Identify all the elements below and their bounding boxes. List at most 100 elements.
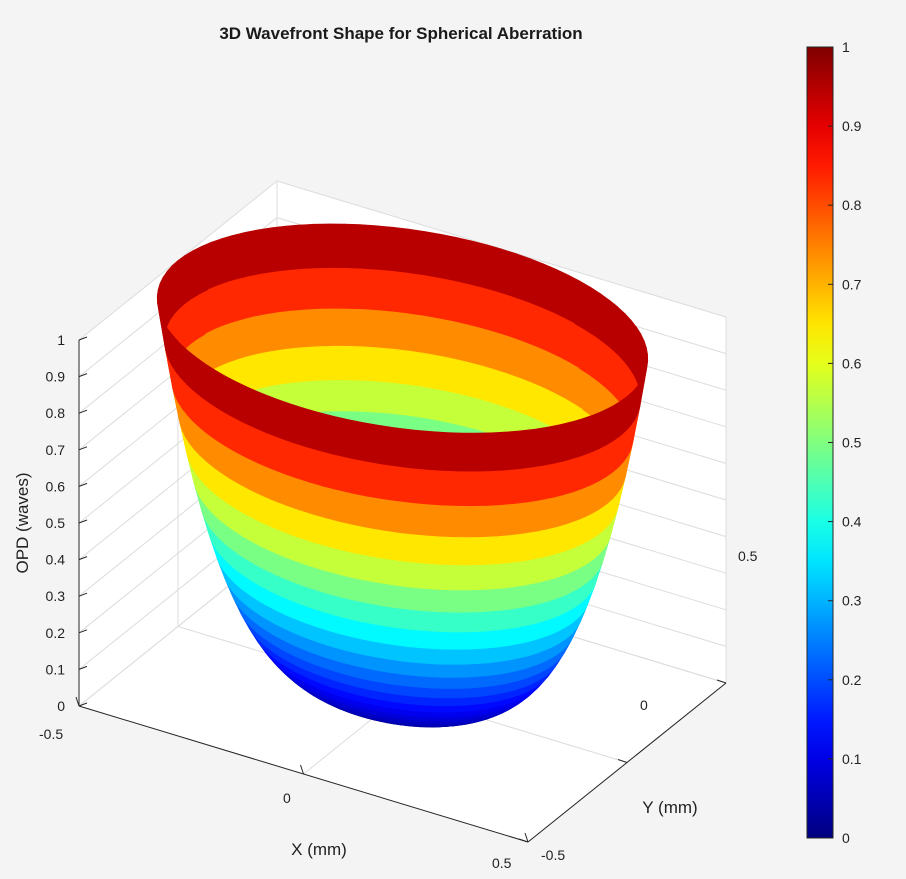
surface-patch <box>392 348 408 386</box>
surface-patch <box>374 656 388 673</box>
surface-patch <box>407 313 424 354</box>
surface-patch <box>464 564 482 591</box>
surface-patch <box>416 710 428 718</box>
z-tick-mark-2 <box>78 629 88 634</box>
z-ticks: 0 0.1 0.2 0.3 0.4 0.5 0.6 0.7 0.8 0.9 1 <box>46 332 88 714</box>
colorbar-tick-label-8: 0.8 <box>842 197 862 213</box>
surface-patch <box>332 308 350 347</box>
surface-patch <box>353 524 370 557</box>
surface-patch <box>423 610 438 632</box>
surface-patch <box>443 663 457 678</box>
surface-patch <box>440 504 458 538</box>
surface-patch <box>348 419 367 462</box>
surface-patch <box>359 621 375 642</box>
surface-patch <box>378 381 394 415</box>
surface-patch <box>349 345 366 382</box>
z-tick-mark-3 <box>78 592 88 597</box>
colorbar-tick-label-2: 0.2 <box>842 672 862 688</box>
surface-patch <box>444 648 460 665</box>
y-tick-mark-1 <box>617 759 628 763</box>
surface-patch <box>345 598 361 622</box>
surface-patch <box>406 384 422 419</box>
surface-patch <box>377 310 394 350</box>
surface-patch <box>384 605 399 629</box>
surface-patch <box>411 561 427 589</box>
surface-patch <box>397 585 412 610</box>
surface-patch <box>397 645 411 663</box>
surface-patch <box>339 521 356 554</box>
surface-patch <box>391 226 409 274</box>
surface-patch <box>450 589 466 613</box>
surface-patch <box>436 318 454 359</box>
surface-patch <box>327 546 345 576</box>
surface-patch <box>429 687 443 699</box>
surface-patch <box>343 575 359 602</box>
surface-patch <box>439 535 456 566</box>
surface-patch <box>396 427 414 469</box>
surface-patch <box>351 492 369 528</box>
surface-patch <box>437 277 455 322</box>
surface-patch <box>337 380 354 413</box>
surface-patch <box>387 683 400 696</box>
surface-patch <box>448 611 464 633</box>
surface-patch <box>383 558 399 586</box>
colorbar-tick-label-0: 0 <box>842 830 850 846</box>
surface-patch <box>435 611 451 633</box>
surface-patch <box>473 432 492 472</box>
surface-patch <box>361 638 376 658</box>
colorbar-tick-label-6: 0.6 <box>842 355 862 371</box>
surface-patch <box>409 661 423 677</box>
z-axis-label: OPD (waves) <box>13 472 32 573</box>
surface-patch <box>341 549 358 579</box>
surface-patch <box>466 284 485 329</box>
surface-patch <box>407 272 424 317</box>
surface-patch <box>371 603 386 627</box>
surface-patch <box>398 673 411 687</box>
y-tick-mark-2 <box>716 679 727 684</box>
surface-patch <box>408 686 421 698</box>
surface-patch <box>376 269 393 313</box>
surface-patch <box>381 498 398 533</box>
surface-patch <box>427 469 445 506</box>
surface-patch <box>469 505 487 538</box>
colorbar-tick-label-9: 0.9 <box>842 118 862 134</box>
x-tick-0.5: 0.5 <box>492 855 512 871</box>
surface-patch <box>458 432 477 472</box>
z-tick-mark-1 <box>78 665 88 670</box>
surface-patch <box>410 586 426 612</box>
surface-patch <box>437 589 453 613</box>
surface-patch <box>313 223 332 269</box>
surface-patch <box>462 361 480 400</box>
z-tick-mark-7 <box>78 446 88 451</box>
surface-patch <box>430 676 444 689</box>
surface-patch <box>421 352 438 390</box>
surface-patch <box>427 430 446 471</box>
surface-patch <box>425 534 442 565</box>
surface-patch <box>424 563 441 590</box>
surface-patch <box>421 647 436 665</box>
wavefront-surface <box>156 223 649 728</box>
surface-patch <box>449 358 466 396</box>
surface-patch <box>356 578 372 605</box>
surface-patch <box>366 495 384 531</box>
surface-patch <box>350 380 367 413</box>
colorbar-tick-label-3: 0.3 <box>842 593 862 609</box>
surface-patch <box>318 411 337 456</box>
surface-patch <box>383 583 399 609</box>
surface-patch <box>397 607 412 630</box>
surface-patch <box>409 674 422 688</box>
surface-patch <box>428 697 441 707</box>
surface-patch <box>438 233 457 282</box>
x-tick-0: 0 <box>283 790 291 806</box>
surface-patch <box>434 389 450 424</box>
z-tick-label-6: 0.6 <box>46 478 66 494</box>
surface-patch <box>335 454 353 494</box>
surface-patch <box>350 457 368 497</box>
surface-patch <box>411 533 428 564</box>
surface-patch <box>381 463 398 502</box>
surface-patch <box>409 646 424 664</box>
y-axis-label: Y (mm) <box>642 798 697 817</box>
surface-patch <box>420 662 435 678</box>
colorbar-tick-label-4: 0.4 <box>842 514 862 530</box>
z-tick-mark-10 <box>78 336 88 341</box>
